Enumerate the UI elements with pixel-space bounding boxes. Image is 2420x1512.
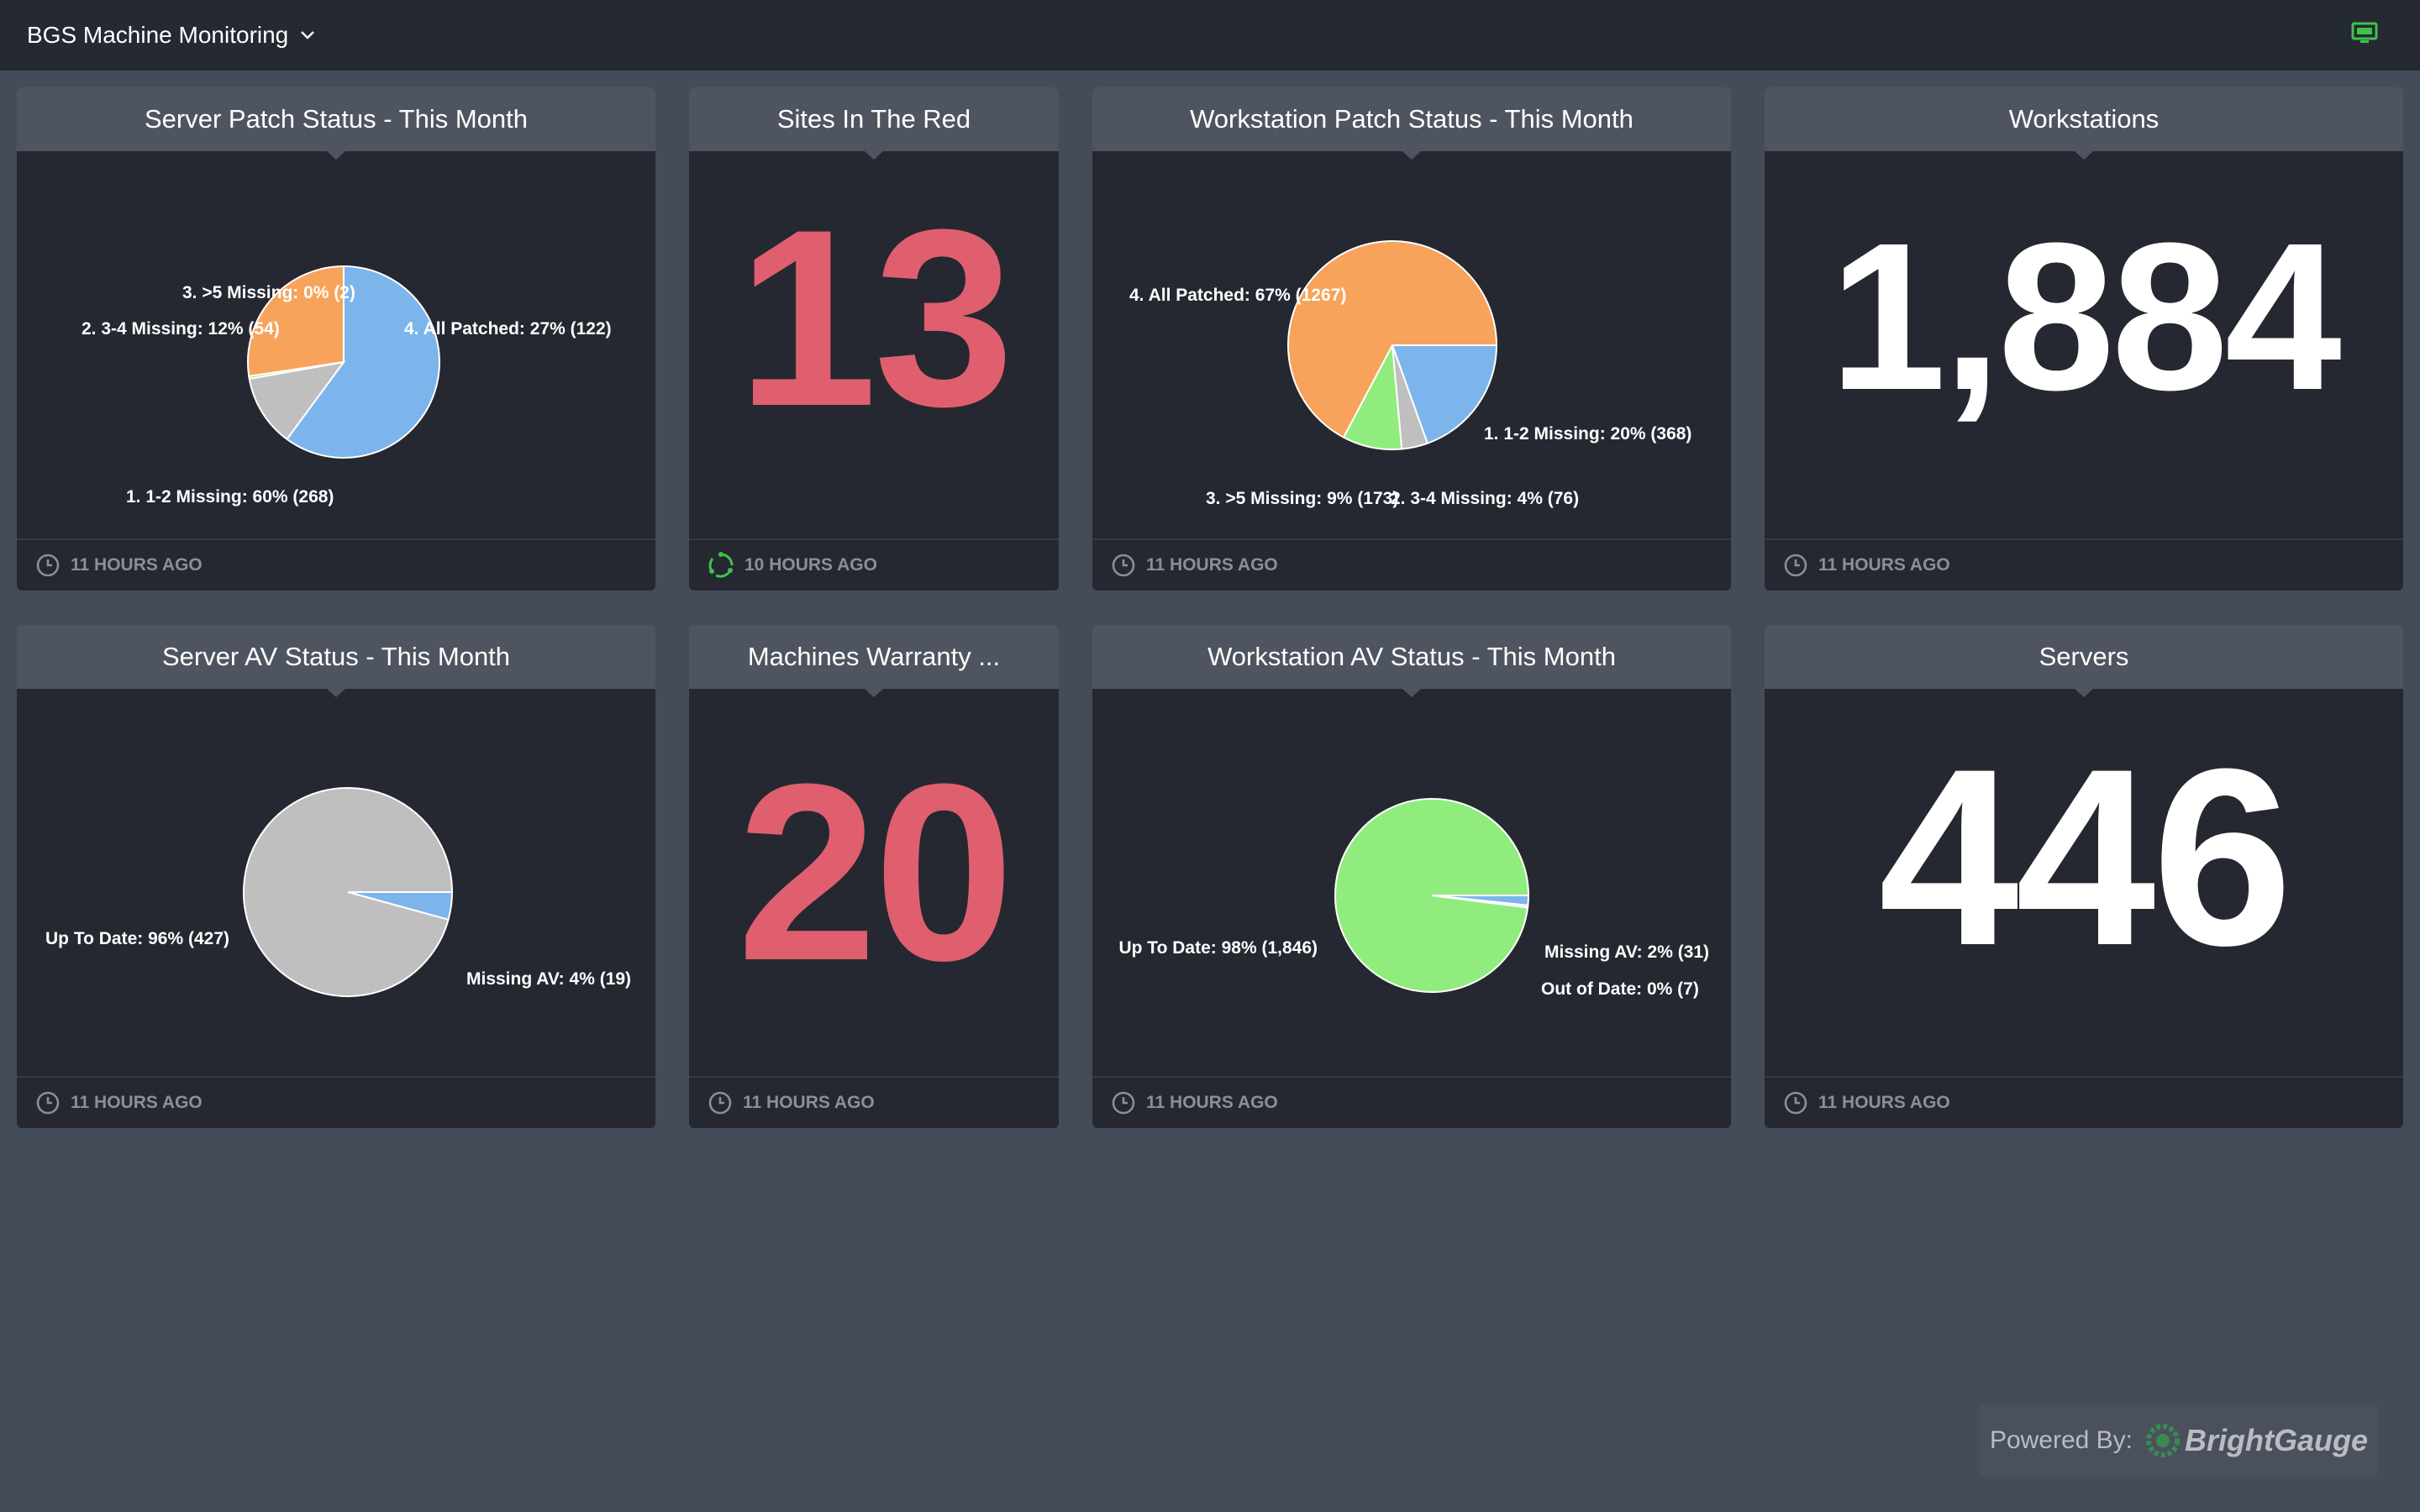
gauge-footer: 10 HOURS AGO <box>689 538 1059 591</box>
gauge-footer: 11 HOURS AGO <box>1765 1076 2403 1128</box>
gauge-title: Servers <box>1765 625 2403 697</box>
monitor-icon[interactable] <box>2351 22 2378 45</box>
last-updated: 11 HOURS AGO <box>743 1093 875 1112</box>
gauge-server-av-status[interactable]: Server AV Status - This Month Missing AV… <box>17 625 655 1128</box>
pie-slice-label: 3. >5 Missing: 9% (173) <box>1206 489 1398 508</box>
pie-chart: 1. 1-2 Missing: 60% (268) 2. 3-4 Missing:… <box>17 151 655 540</box>
pie-slice-label: Up To Date: 98% (1,846) <box>1118 938 1318 958</box>
pie-slice-label: 1. 1-2 Missing: 60% (268) <box>126 487 334 507</box>
dashboard-selector[interactable]: BGS Machine Monitoring <box>27 20 315 50</box>
brightgauge-logo: BrightGauge <box>2146 1423 2368 1458</box>
powered-by-badge[interactable]: Powered By: BrightGauge <box>1980 1404 2378 1477</box>
last-updated: 11 HOURS AGO <box>1818 1093 1950 1112</box>
pie-slice-label: 1. 1-2 Missing: 20% (368) <box>1484 424 1691 444</box>
gauge-title: Server AV Status - This Month <box>17 625 655 697</box>
gauge-footer: 11 HOURS AGO <box>17 538 655 591</box>
clock-icon <box>1112 554 1135 577</box>
gauge-title: Sites In The Red <box>689 87 1059 160</box>
clock-icon <box>36 554 60 577</box>
last-updated: 10 HOURS AGO <box>744 555 877 575</box>
last-updated: 11 HOURS AGO <box>1818 555 1950 575</box>
gauge-value-area: 13 <box>689 151 1059 540</box>
pie-slice[interactable] <box>286 265 440 459</box>
last-updated: 11 HOURS AGO <box>71 1093 203 1112</box>
pie-slice[interactable] <box>1334 798 1530 993</box>
pie-slice-label: 2. 3-4 Missing: 4% (76) <box>1391 489 1579 508</box>
pie-slice-label: 2. 3-4 Missing: 12% (54) <box>82 319 280 339</box>
dashboard-title: BGS Machine Monitoring <box>27 22 289 48</box>
pie-slice-label: 4. All Patched: 67% (1267) <box>1129 286 1346 305</box>
top-bar: BGS Machine Monitoring <box>0 0 2420 71</box>
gauge-footer: 11 HOURS AGO <box>17 1076 655 1128</box>
powered-by-text: Powered By: <box>1989 1426 2133 1454</box>
pie-chart: Missing AV: 4% (19) Up To Date: 96% (427) <box>17 689 655 1078</box>
clock-icon <box>1784 554 1807 577</box>
brand-name: BrightGauge <box>2185 1423 2369 1457</box>
gauge-footer: 11 HOURS AGO <box>1765 538 2403 591</box>
chevron-down-icon <box>301 31 315 39</box>
gauge-server-patch-status[interactable]: Server Patch Status - This Month 1. 1-2 … <box>17 87 655 591</box>
pie-slice-label: Missing AV: 4% (19) <box>466 969 631 989</box>
gauge-value-area: 1,884 <box>1765 151 2403 540</box>
gauge-footer: 11 HOURS AGO <box>1092 538 1731 591</box>
gauge-workstation-patch-status[interactable]: Workstation Patch Status - This Month 1.… <box>1092 87 1731 591</box>
pie-chart: Missing AV: 2% (31) Out of Date: 0% (7) Up… <box>1092 689 1731 1078</box>
pie-slice[interactable] <box>248 360 346 441</box>
gauge-value: 446 <box>1878 716 2293 998</box>
pie-slice-label: Missing AV: 2% (31) <box>1544 942 1709 962</box>
gauge-title: Server Patch Status - This Month <box>17 87 655 160</box>
pie-slice-label: Up To Date: 96% (427) <box>45 929 229 948</box>
gauge-machines-warranty[interactable]: Machines Warranty ... 20 11 HOURS AGO <box>689 625 1059 1128</box>
clock-icon <box>1784 1091 1807 1115</box>
gauge-value-area: 446 <box>1765 689 2403 1078</box>
gauge-servers[interactable]: Servers 446 11 HOURS AGO <box>1765 625 2403 1128</box>
pie-slice-label: Out of Date: 0% (7) <box>1541 979 1699 999</box>
clock-icon <box>708 1091 732 1115</box>
last-updated: 11 HOURS AGO <box>1146 1093 1278 1112</box>
last-updated: 11 HOURS AGO <box>1146 555 1278 575</box>
brightgauge-logo-icon <box>2146 1424 2181 1457</box>
pie-chart: 1. 1-2 Missing: 20% (368) 2. 3-4 Missing:… <box>1092 151 1731 540</box>
gauge-value: 13 <box>737 176 1014 459</box>
gauge-title: Machines Warranty ... <box>689 625 1059 697</box>
gauge-value-area: 20 <box>689 689 1059 1078</box>
pie-slice[interactable] <box>1287 240 1498 438</box>
pie-slice[interactable] <box>247 265 345 377</box>
last-updated: 11 HOURS AGO <box>71 555 203 575</box>
pie-slice-label: 4. All Patched: 27% (122) <box>404 319 612 339</box>
pie-slice[interactable] <box>243 787 454 997</box>
gauge-sites-in-the-red[interactable]: Sites In The Red 13 10 HOURS AGO <box>689 87 1059 591</box>
gauge-footer: 11 HOURS AGO <box>1092 1076 1731 1128</box>
gauge-workstation-av-status[interactable]: Workstation AV Status - This Month Missi… <box>1092 625 1731 1128</box>
pie-slice[interactable] <box>1391 344 1498 445</box>
gauge-value: 1,884 <box>1829 199 2342 433</box>
gauge-title: Workstations <box>1765 87 2403 160</box>
clock-icon <box>1112 1091 1135 1115</box>
clock-icon <box>36 1091 60 1115</box>
refresh-spinner-icon <box>708 552 734 578</box>
gauge-value: 20 <box>737 731 1014 1013</box>
gauge-workstations[interactable]: Workstations 1,884 11 HOURS AGO <box>1765 87 2403 591</box>
gauge-title: Workstation AV Status - This Month <box>1092 625 1731 697</box>
gauge-footer: 11 HOURS AGO <box>689 1076 1059 1128</box>
gauge-title: Workstation Patch Status - This Month <box>1092 87 1731 160</box>
pie-slice-label: 3. >5 Missing: 0% (2) <box>182 283 355 302</box>
